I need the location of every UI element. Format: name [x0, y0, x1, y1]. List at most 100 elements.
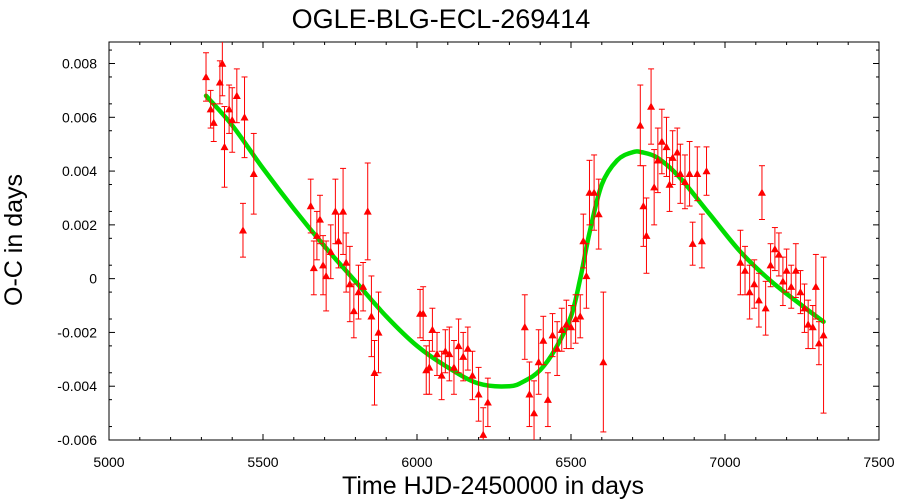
data-point	[814, 321, 823, 366]
triangle-marker	[814, 339, 823, 347]
triangle-marker	[339, 207, 348, 215]
data-point	[326, 224, 335, 280]
data-point	[819, 256, 828, 414]
data-point	[220, 106, 229, 188]
triangle-marker	[326, 247, 335, 255]
data-point	[766, 243, 775, 288]
data-point	[525, 361, 534, 428]
triangle-marker	[209, 118, 218, 126]
triangle-marker	[312, 231, 321, 239]
triangle-marker	[642, 231, 651, 239]
data-point	[530, 380, 539, 440]
y-tick-label: -0.002	[57, 324, 97, 340]
data-point	[579, 213, 588, 269]
triangle-marker	[754, 296, 763, 304]
model-line	[203, 93, 826, 389]
data-point	[315, 194, 324, 245]
data-point	[791, 243, 800, 298]
data-point	[650, 149, 659, 226]
plot-area	[108, 41, 880, 441]
triangle-marker	[688, 239, 697, 247]
data-point	[437, 350, 446, 401]
triangle-marker	[428, 325, 437, 333]
triangle-marker	[306, 202, 315, 210]
triangle-marker	[220, 142, 229, 151]
y-tick-label: 0.006	[62, 109, 97, 125]
triangle-marker	[548, 331, 557, 339]
data-point	[520, 294, 529, 360]
data-point	[339, 167, 348, 255]
data-point	[808, 305, 817, 350]
data-point	[548, 313, 557, 358]
triangle-marker	[665, 180, 674, 188]
triangle-marker	[590, 188, 599, 196]
triangle-marker	[653, 156, 662, 164]
data-point	[232, 68, 241, 124]
data-point	[750, 259, 759, 309]
data-point	[202, 52, 211, 102]
triangle-marker	[741, 266, 750, 274]
y-tick-label: 0.004	[62, 163, 97, 179]
data-point	[359, 262, 368, 312]
data-point	[345, 245, 354, 323]
triangle-marker	[315, 215, 324, 223]
triangle-marker	[662, 142, 671, 151]
triangle-marker	[557, 325, 566, 333]
triangle-marker	[680, 177, 689, 186]
data-point	[370, 340, 379, 406]
data-point	[662, 116, 671, 177]
data-point	[209, 103, 218, 142]
triangle-marker	[639, 202, 648, 210]
triangle-marker	[693, 169, 702, 177]
triangle-marker	[770, 245, 779, 253]
data-point	[553, 321, 562, 376]
data-point	[238, 202, 247, 258]
x-tick-label: 7500	[863, 454, 894, 470]
data-point	[576, 294, 585, 339]
data-point	[374, 291, 383, 374]
triangle-marker	[459, 352, 468, 360]
data-point	[639, 165, 648, 247]
triangle-marker	[819, 331, 828, 339]
data-point	[449, 340, 458, 395]
data-point	[657, 108, 666, 175]
data-point	[754, 272, 763, 328]
data-point	[745, 264, 754, 320]
x-axis-label: Time HJD-2450000 in days	[342, 472, 644, 500]
triangle-marker	[808, 323, 817, 331]
data-point	[782, 248, 791, 293]
triangle-marker	[676, 169, 685, 177]
data-point	[445, 326, 454, 382]
y-axis-label: O-C in days	[0, 174, 28, 306]
triangle-marker	[750, 280, 759, 288]
triangle-marker	[419, 309, 428, 317]
triangle-marker	[342, 258, 351, 266]
data-point	[665, 157, 674, 212]
data-point	[309, 240, 318, 296]
triangle-marker	[796, 288, 805, 296]
triangle-marker	[319, 261, 328, 269]
triangle-marker	[367, 312, 376, 320]
data-point	[567, 305, 575, 350]
triangle-marker	[322, 271, 331, 280]
data-point	[349, 283, 358, 339]
data-point	[688, 221, 697, 266]
data-point	[761, 280, 770, 336]
data-point	[796, 270, 805, 315]
model-curve	[203, 93, 826, 389]
triangle-marker	[539, 336, 548, 344]
x-tick-label: 7000	[709, 454, 740, 470]
triangle-marker	[647, 102, 656, 110]
data-point	[736, 229, 745, 296]
triangle-marker	[441, 347, 450, 355]
x-tick-label: 6500	[555, 454, 586, 470]
triangle-marker	[804, 320, 813, 328]
y-tick-label: -0.004	[57, 378, 97, 394]
data-point	[218, 42, 227, 97]
triangle-marker	[778, 277, 787, 285]
data-point	[319, 235, 328, 296]
data-point	[800, 283, 809, 333]
triangle-marker	[334, 237, 343, 245]
data-point	[334, 213, 343, 269]
data-point	[419, 286, 428, 341]
